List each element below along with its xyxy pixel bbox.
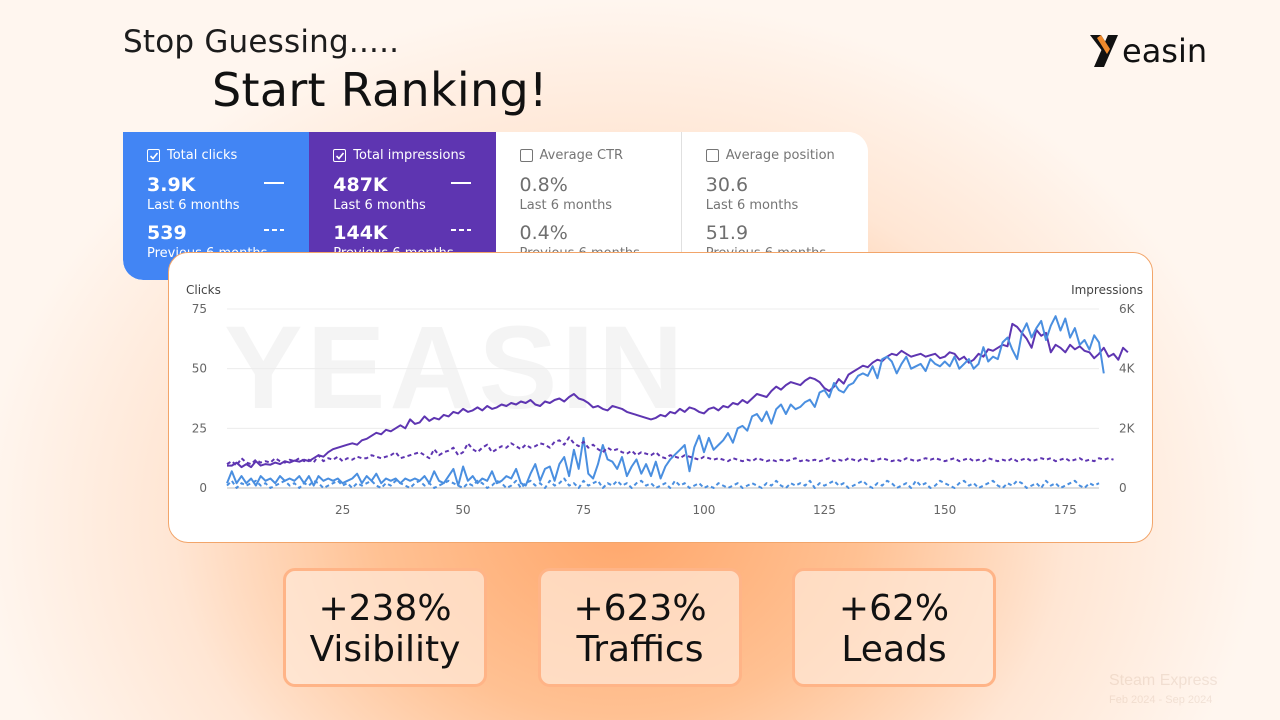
stat-percent: +623% <box>573 588 707 629</box>
chart-svg: YEASIN 75 6K 50 4K 25 2K 0 0 Clicks Impressions 25 5… <box>186 283 1143 517</box>
metric-previous-value: 0.4% <box>519 222 568 244</box>
headline-start-ranking: Start Ranking! <box>212 63 548 117</box>
chart-watermark: YEASIN <box>224 302 687 434</box>
performance-chart: YEASIN 75 6K 50 4K 25 2K 0 0 Clicks Impressions 25 5… <box>168 252 1153 543</box>
checkbox-checked-icon[interactable] <box>147 149 160 162</box>
stat-percent: +238% <box>318 588 452 629</box>
right-axis-title: Impressions <box>1071 283 1143 297</box>
brand-name: easin <box>1122 32 1208 70</box>
left-axis-tick-label: 50 <box>192 362 207 376</box>
metric-label: Total clicks <box>167 148 238 163</box>
brand-logo: easin <box>1088 32 1207 70</box>
stat-label: Visibility <box>309 629 461 670</box>
series-line <box>226 436 1114 467</box>
stat-card-leads: +62% Leads <box>792 568 996 687</box>
right-axis-tick-label: 4K <box>1119 362 1136 376</box>
metric-previous-value: 51.9 <box>705 222 749 244</box>
right-axis-tick-label: 2K <box>1119 421 1136 435</box>
solid-line-legend-icon <box>264 182 285 184</box>
right-axis-tick-label: 0 <box>1119 481 1127 495</box>
stat-card-visibility: +238% Visibility <box>283 568 487 687</box>
solid-line-legend-icon <box>450 182 471 184</box>
series-line <box>226 477 1100 489</box>
dashed-line-legend-icon <box>264 229 285 231</box>
metric-value: 3.9K <box>147 174 196 196</box>
metric-label: Average CTR <box>539 148 624 163</box>
series-line <box>227 322 1129 469</box>
footer-watermark-title: Steam Express <box>1109 672 1218 689</box>
checkbox-unchecked-icon[interactable] <box>705 149 719 162</box>
dashed-line-legend-icon <box>450 229 471 231</box>
series-line <box>226 315 1105 487</box>
metric-period: Last 6 months <box>333 198 426 213</box>
metric-period: Last 6 months <box>519 198 613 213</box>
headline-stop-guessing: Stop Guessing..... <box>123 24 400 60</box>
metric-label: Average position <box>725 148 835 163</box>
checkbox-checked-icon[interactable] <box>333 149 347 162</box>
x-axis-tick-label: 75 <box>576 503 591 517</box>
left-axis-title: Clicks <box>186 283 221 297</box>
stat-label: Traffics <box>576 629 704 670</box>
stat-percent: +62% <box>838 588 950 629</box>
metric-value: 0.8% <box>519 174 568 196</box>
stat-card-traffics: +623% Traffics <box>538 568 742 687</box>
x-axis-tick-label: 125 <box>813 503 836 517</box>
metric-previous-value: 539 <box>147 222 187 244</box>
x-axis-tick-label: 175 <box>1054 503 1077 517</box>
x-axis-tick-label: 150 <box>933 503 956 517</box>
metric-period: Last 6 months <box>147 198 240 213</box>
metric-value: 30.6 <box>705 174 749 196</box>
metric-period: Last 6 months <box>705 198 799 213</box>
x-axis-tick-label: 100 <box>692 503 715 517</box>
x-axis-tick-label: 50 <box>455 503 470 517</box>
metric-label: Total impressions <box>353 148 466 163</box>
left-axis-tick-label: 75 <box>192 302 207 316</box>
stat-label: Leads <box>841 629 947 670</box>
y-logo-icon <box>1090 35 1118 67</box>
metric-previous-value: 144K <box>333 222 388 244</box>
x-axis-tick-label: 25 <box>335 503 350 517</box>
metric-value: 487K <box>333 174 388 196</box>
checkbox-unchecked-icon[interactable] <box>519 149 533 162</box>
left-axis-tick-label: 0 <box>199 481 207 495</box>
right-axis-tick-label: 6K <box>1119 302 1136 316</box>
footer-watermark-dates: Feb 2024 - Sep 2024 <box>1109 694 1213 706</box>
left-axis-tick-label: 25 <box>192 421 207 435</box>
